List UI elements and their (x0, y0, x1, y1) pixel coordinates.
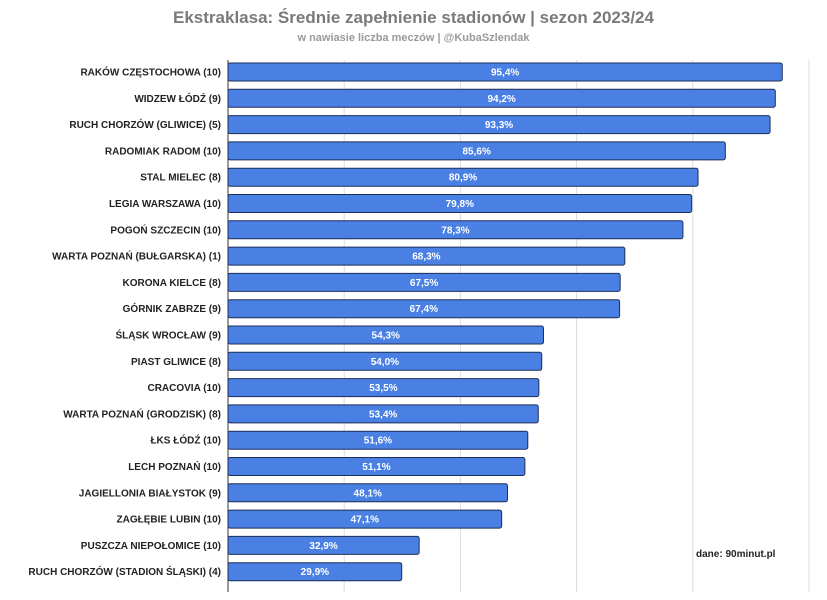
value-label: 67,5% (410, 278, 438, 289)
category-label: STAL MIELEC (8) (140, 173, 221, 184)
value-label: 78,3% (441, 225, 469, 236)
chart-title: Ekstraklasa: Średnie zapełnienie stadion… (173, 8, 654, 27)
category-label: WIDZEW ŁÓDŹ (9) (134, 92, 221, 105)
bar (227, 62, 783, 82)
bar (227, 562, 403, 582)
bar (227, 220, 684, 240)
bar (227, 299, 621, 319)
category-label: RUCH CHORZÓW (STADION ŚLĄSKI) (4) (28, 565, 221, 578)
bar (227, 509, 503, 529)
value-label: 95,4% (491, 68, 519, 79)
value-label: 53,5% (369, 383, 397, 394)
category-label: PUSZCZA NIEPOŁOMICE (10) (81, 541, 221, 552)
value-label: 93,3% (485, 120, 513, 131)
category-label: JAGIELLONIA BIAŁYSTOK (9) (79, 488, 221, 499)
category-label: PIAST GLIWICE (8) (131, 357, 221, 368)
category-label: ZAGŁĘBIE LUBIN (10) (117, 515, 221, 526)
value-label: 48,1% (354, 488, 382, 499)
bar (227, 351, 543, 371)
bar (227, 535, 420, 555)
value-label: 85,6% (462, 146, 490, 157)
category-label: RADOMIAK RADOM (10) (105, 146, 221, 157)
bar (227, 272, 621, 292)
bar (227, 88, 776, 108)
value-label: 68,3% (412, 252, 440, 263)
bar (227, 194, 693, 213)
bar (227, 115, 771, 135)
category-label: GÓRNIK ZABRZE (9) (123, 302, 221, 315)
value-label: 51,1% (362, 462, 390, 473)
value-label: 47,1% (351, 515, 379, 526)
category-label: ŁKS ŁÓDŹ (10) (150, 434, 221, 447)
value-label: 51,6% (364, 436, 392, 447)
bar (227, 430, 529, 450)
category-label: POGOŃ SZCZECIN (10) (110, 223, 221, 236)
value-label: 80,9% (449, 173, 477, 184)
bar (227, 246, 626, 266)
bar (227, 404, 539, 424)
bar (227, 457, 526, 476)
category-label: RUCH CHORZÓW (GLIWICE) (5) (69, 118, 221, 131)
category-label: CRACOVIA (10) (147, 383, 221, 394)
value-label: 79,8% (446, 199, 474, 210)
value-label: 29,9% (301, 567, 329, 578)
bar (227, 483, 508, 503)
category-label: RAKÓW CZĘSTOCHOWA (10) (80, 66, 221, 79)
category-label: KORONA KIELCE (8) (122, 278, 221, 289)
chart-subtitle: w nawiasie liczba meczów | @KubaSzlendak (297, 32, 530, 44)
category-label: LECH POZNAŃ (10) (128, 460, 221, 473)
value-label: 54,3% (372, 331, 400, 342)
bar (227, 325, 544, 345)
value-label: 53,4% (369, 409, 397, 420)
category-label: WARTA POZNAŃ (GRODZISK) (8) (63, 407, 221, 420)
category-label: ŚLĄSK WROCŁAW (9) (115, 329, 221, 342)
bar (227, 141, 726, 161)
value-label: 54,0% (371, 357, 399, 368)
category-label: LEGIA WARSZAWA (10) (109, 199, 221, 210)
value-label: 67,4% (410, 304, 438, 315)
value-label: 32,9% (309, 541, 337, 552)
category-label: WARTA POZNAŃ (BUŁGARSKA) (1) (52, 250, 221, 263)
bar (227, 167, 699, 187)
bar (227, 378, 540, 398)
data-source-label: dane: 90minut.pl (696, 549, 776, 560)
value-label: 94,2% (487, 94, 515, 105)
